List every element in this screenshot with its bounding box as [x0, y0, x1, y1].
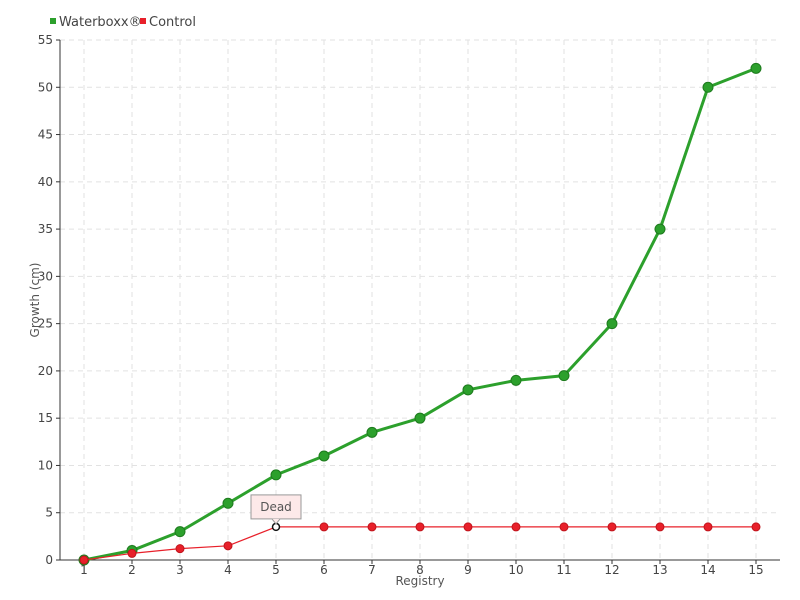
x-tick-label: 6	[320, 563, 328, 577]
legend-swatch	[50, 18, 56, 24]
series-group	[78, 62, 762, 566]
data-point[interactable]	[318, 450, 330, 462]
tooltip-text: Dead	[260, 500, 292, 514]
data-point[interactable]	[319, 522, 329, 532]
data-point[interactable]	[750, 62, 762, 74]
y-tick-label: 5	[45, 506, 53, 520]
data-point[interactable]	[174, 526, 186, 538]
y-tick-label: 25	[38, 317, 53, 331]
y-tick-label: 15	[38, 411, 53, 425]
y-axis-title: Growth (cm)	[28, 263, 42, 338]
x-tick-label: 13	[652, 563, 667, 577]
y-tick-label: 40	[38, 175, 53, 189]
y-tick-label: 0	[45, 553, 53, 567]
data-point[interactable]	[415, 522, 425, 532]
data-point[interactable]	[223, 541, 233, 551]
legend: Waterboxx® Control	[50, 15, 196, 30]
data-point[interactable]	[607, 522, 617, 532]
annotation: Dead	[250, 494, 302, 525]
data-point[interactable]	[462, 384, 474, 396]
x-axis-title: Registry	[395, 574, 444, 588]
x-tick-label: 15	[748, 563, 763, 577]
data-point[interactable]	[511, 522, 521, 532]
legend-label[interactable]: Control	[149, 15, 196, 30]
data-point[interactable]	[79, 555, 89, 565]
series-control	[79, 522, 761, 565]
y-tick-label: 30	[38, 269, 53, 283]
x-tick-label: 7	[368, 563, 376, 577]
x-tick-label: 10	[508, 563, 523, 577]
y-tick-label: 45	[38, 128, 53, 142]
data-point[interactable]	[463, 522, 473, 532]
x-tick-label: 2	[128, 563, 136, 577]
data-point[interactable]	[559, 522, 569, 532]
legend-swatch	[140, 18, 146, 24]
data-point[interactable]	[606, 318, 618, 330]
data-point[interactable]	[703, 522, 713, 532]
data-point[interactable]	[222, 497, 234, 509]
y-tick-label: 50	[38, 80, 53, 94]
data-point[interactable]	[655, 522, 665, 532]
y-tick-label: 55	[38, 33, 53, 47]
x-tick-label: 12	[604, 563, 619, 577]
data-point[interactable]	[175, 544, 185, 554]
tooltip-pointer	[271, 518, 281, 525]
data-point[interactable]	[654, 223, 666, 235]
data-point[interactable]	[414, 412, 426, 424]
data-point[interactable]	[270, 469, 282, 481]
tooltip-box	[250, 494, 302, 520]
x-tick-label: 3	[176, 563, 184, 577]
data-point[interactable]	[510, 374, 522, 386]
data-point[interactable]	[366, 426, 378, 438]
data-point[interactable]	[702, 81, 714, 93]
y-tick-label: 20	[38, 364, 53, 378]
x-tick-label: 4	[224, 563, 232, 577]
y-tick-label: 35	[38, 222, 53, 236]
grid	[60, 39, 780, 560]
legend-label[interactable]: Waterboxx®	[59, 15, 142, 30]
x-tick-label: 1	[80, 563, 88, 577]
data-point[interactable]	[367, 522, 377, 532]
data-point[interactable]	[751, 522, 761, 532]
x-tick-label: 5	[272, 563, 280, 577]
data-point[interactable]	[558, 370, 570, 382]
x-tick-label: 9	[464, 563, 472, 577]
x-tick-label: 14	[700, 563, 715, 577]
data-point[interactable]	[127, 548, 137, 558]
x-tick-label: 8	[416, 563, 424, 577]
x-tick-label: 11	[556, 563, 571, 577]
y-tick-label: 10	[38, 458, 53, 472]
